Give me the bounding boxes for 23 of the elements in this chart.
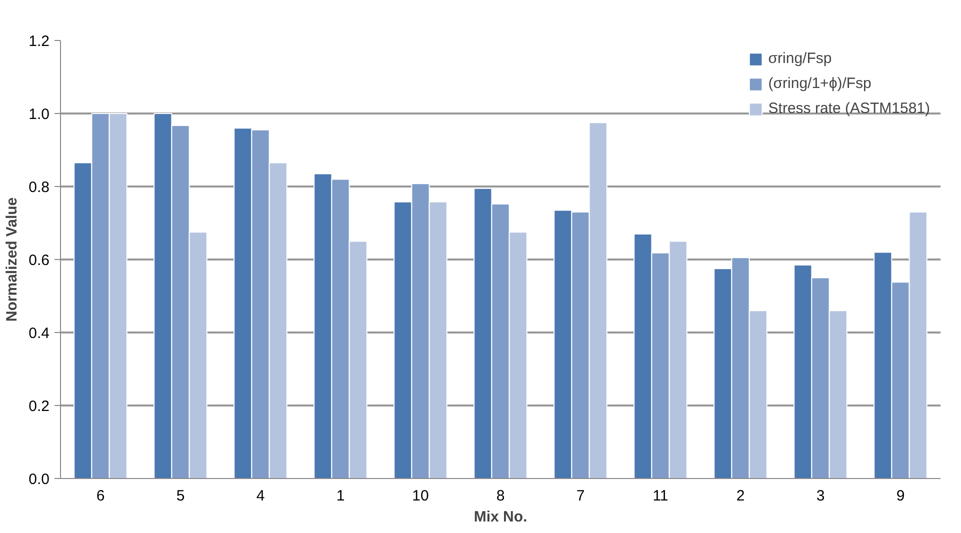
x-tick-label: 2	[736, 488, 745, 504]
x-tick-label: 7	[576, 488, 585, 504]
x-tick-label: 11	[652, 488, 668, 504]
y-tick-label: 0.8	[28, 179, 50, 196]
x-tick-label: 3	[816, 488, 825, 504]
y-tick-label: 1.0	[28, 106, 50, 123]
x-tick-label: 8	[496, 488, 505, 504]
x-tick-label: 1	[336, 488, 345, 504]
legend-label: (σring/1+ϕ)/Fsp	[768, 75, 872, 92]
x-tick-label: 9	[896, 488, 905, 504]
x-tick-label: 6	[96, 488, 105, 504]
legend-label: Stress rate (ASTM1581)	[768, 100, 930, 117]
y-tick-label: 1.2	[28, 33, 50, 50]
legend-label: σring/Fsp	[768, 50, 832, 67]
y-tick-label: 0.4	[28, 325, 50, 342]
x-axis-title: Mix No.	[474, 508, 528, 526]
y-tick-label: 0.2	[28, 398, 50, 415]
y-tick-label: 0.6	[28, 252, 50, 269]
y-tick-label: 0.0	[28, 471, 50, 488]
x-tick-label: 4	[256, 488, 265, 504]
x-tick-label: 10	[412, 488, 429, 504]
x-tick-label: 5	[176, 488, 185, 504]
y-axis-title: Normalized Value	[4, 197, 21, 322]
